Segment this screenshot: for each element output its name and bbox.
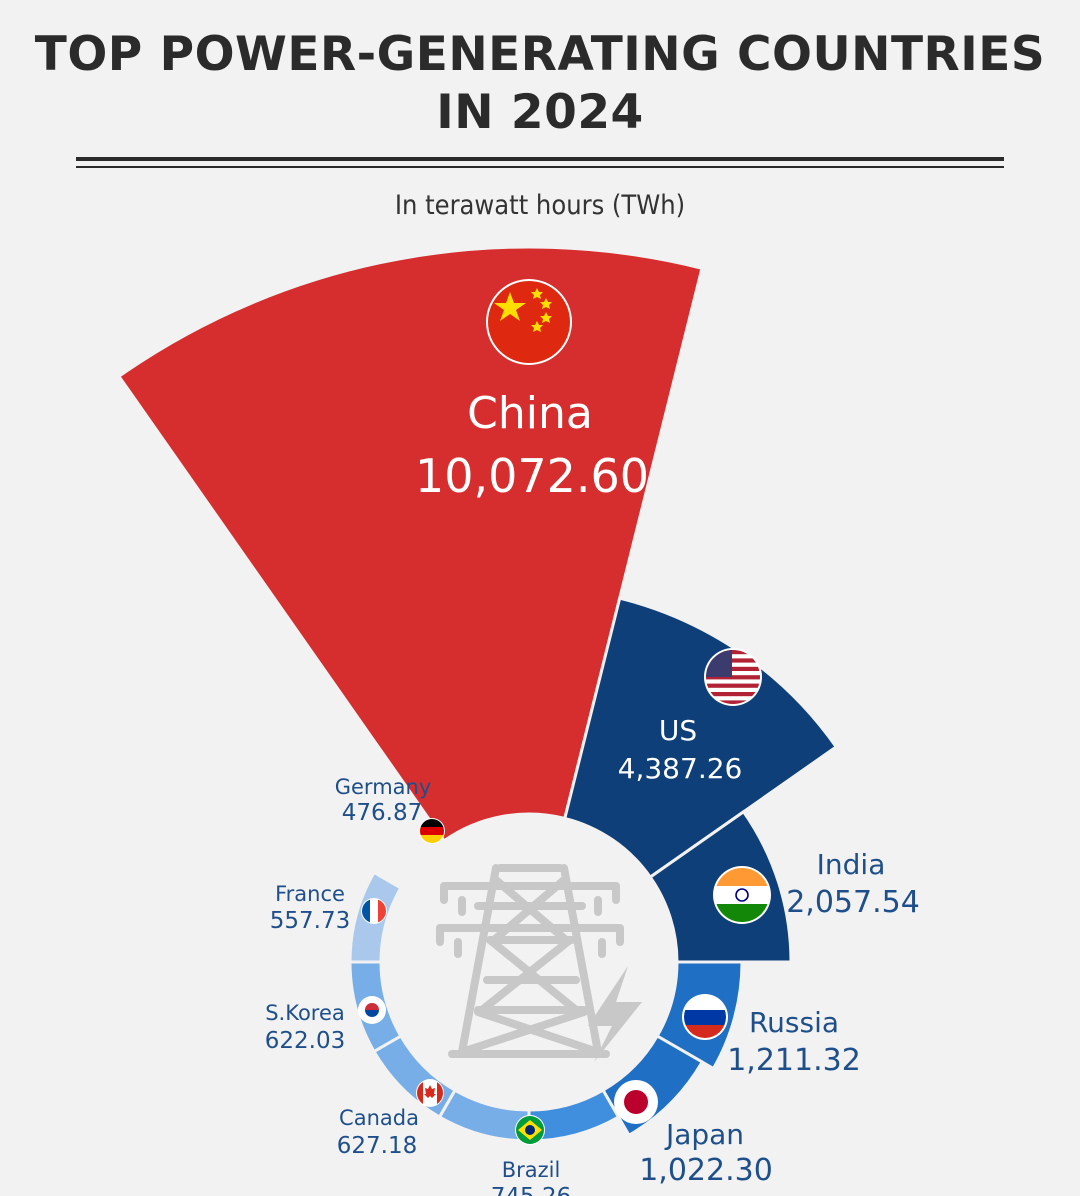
japan-flag-icon <box>614 1080 658 1124</box>
label-china-name: China <box>467 388 593 439</box>
title-line-1: TOP POWER-GENERATING COUNTRIES <box>34 27 1046 82</box>
label-us-value: 4,387.26 <box>618 752 743 785</box>
label-us-name: US <box>659 714 697 747</box>
label-japan-value: 1,022.30 <box>639 1153 773 1188</box>
label-south-korea-name: S.Korea <box>265 1001 345 1025</box>
label-india-value: 2,057.54 <box>786 885 920 920</box>
title-line-2: IN 2024 <box>436 85 644 140</box>
label-france-name: France <box>275 882 345 906</box>
brazil-flag-icon <box>515 1115 545 1145</box>
us-flag-icon <box>704 648 762 706</box>
chart-subtitle: In terawatt hours (TWh) <box>394 190 686 221</box>
label-canada-name: Canada <box>339 1106 419 1130</box>
south-korea-flag-icon <box>358 996 386 1024</box>
title-rule-thick <box>76 157 1004 161</box>
label-china-value: 10,072.60 <box>415 449 649 503</box>
china-flag-icon <box>486 279 572 365</box>
label-russia-name: Russia <box>749 1006 839 1039</box>
title-rule-thin <box>76 166 1004 168</box>
russia-flag-icon <box>682 994 728 1040</box>
germany-flag-icon <box>419 818 445 844</box>
label-brazil-name: Brazil <box>502 1158 561 1182</box>
label-france-value: 557.73 <box>270 908 350 934</box>
france-flag-icon <box>361 898 387 924</box>
label-canada-value: 627.18 <box>337 1133 417 1159</box>
label-germany-value: 476.87 <box>342 800 422 826</box>
power-tower-icon <box>436 864 624 1058</box>
center-disc <box>380 813 678 1111</box>
india-flag-icon <box>713 866 771 924</box>
label-south-korea-value: 622.03 <box>265 1028 345 1054</box>
label-russia-value: 1,211.32 <box>727 1043 861 1078</box>
label-japan-name: Japan <box>664 1118 744 1151</box>
label-germany-name: Germany <box>335 775 432 799</box>
lightning-icon <box>588 966 642 1062</box>
canada-flag-icon <box>416 1079 444 1107</box>
label-brazil-value: 745.26 <box>491 1184 571 1196</box>
label-india-name: India <box>817 848 886 881</box>
page-title: TOP POWER-GENERATING COUNTRIES IN 2024 <box>0 26 1080 142</box>
